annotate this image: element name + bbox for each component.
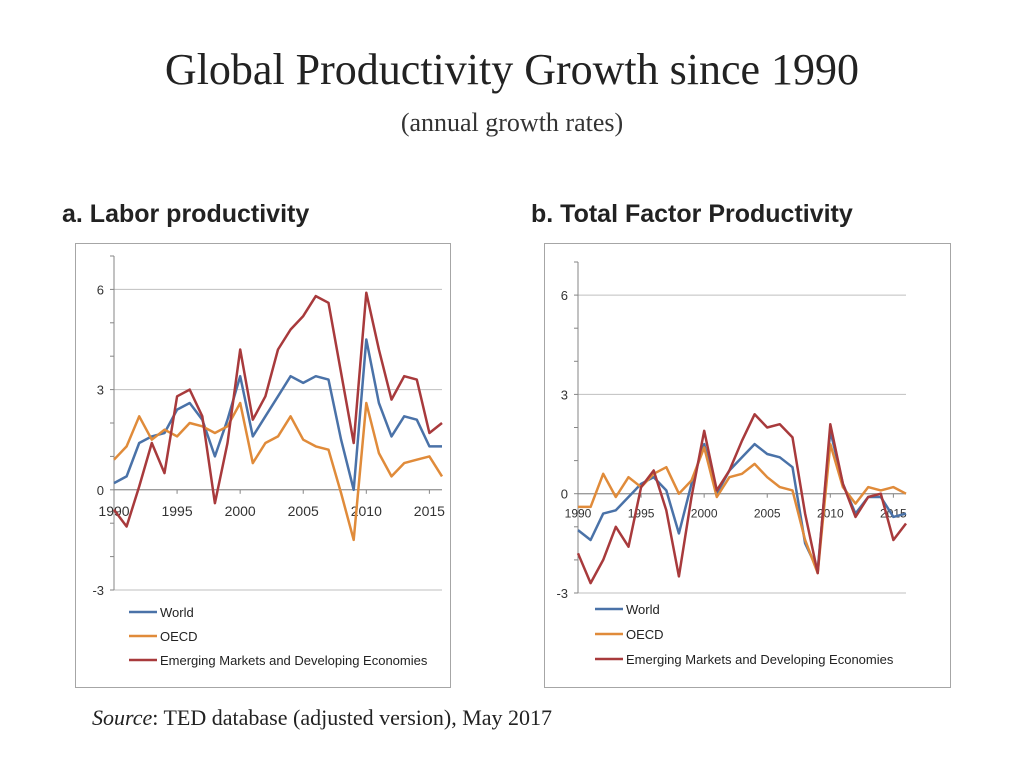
page-subtitle: (annual growth rates) <box>400 108 624 137</box>
x-tick-label: 2010 <box>351 503 382 519</box>
legend-label-oecd: OECD <box>626 627 664 642</box>
page-title: Global Productivity Growth since 1990 <box>164 45 860 94</box>
y-tick-label: 0 <box>97 483 104 498</box>
legend-label-emerging-markets-and-developing-economies: Emerging Markets and Developing Economie… <box>626 652 894 667</box>
panel-b-title: b. Total Factor Productivity <box>531 200 853 228</box>
legend-label-oecd: OECD <box>160 629 198 644</box>
x-tick-label: 2005 <box>288 503 319 519</box>
panel-a-title: a. Labor productivity <box>62 200 310 228</box>
x-tick-label: 1995 <box>628 507 655 521</box>
legend-label-world: World <box>626 602 660 617</box>
series-line-oecd <box>113 401 444 542</box>
tfp-chart: -3 0 3 6 1990 1995 2000 2005 2010 2015 World OECD Em… <box>544 243 951 688</box>
x-tick-label: 2010 <box>817 507 844 521</box>
series-line-emerging-markets-and-developing-economies <box>576 413 907 585</box>
legend-label-world: World <box>160 605 194 620</box>
y-tick-label: 6 <box>561 288 568 303</box>
y-tick-label: -3 <box>556 586 568 601</box>
legend-label-emerging-markets-and-developing-economies: Emerging Markets and Developing Economie… <box>160 653 428 668</box>
y-tick-label: 6 <box>97 282 104 297</box>
x-tick-label: 2000 <box>225 503 256 519</box>
source-note: Source: TED database (adjusted version),… <box>92 705 552 731</box>
x-tick-label: 2005 <box>754 507 781 521</box>
source-text: : TED database (adjusted version), May 2… <box>152 705 553 730</box>
source-label: Source <box>92 705 153 730</box>
x-tick-label: 2015 <box>414 503 445 519</box>
x-tick-label: 1995 <box>161 503 192 519</box>
y-tick-label: 0 <box>561 487 568 502</box>
series-line-world <box>113 338 442 492</box>
y-tick-label: -3 <box>92 583 104 598</box>
series-line-oecd <box>578 442 907 575</box>
y-tick-label: 3 <box>561 387 568 402</box>
series-line-emerging-markets-and-developing-economies <box>113 291 443 528</box>
x-tick-label: 2000 <box>691 507 718 521</box>
x-tick-label: 1990 <box>565 507 592 521</box>
y-tick-label: 3 <box>97 383 104 398</box>
labor-productivity-chart: -3 0 3 6 1990 1995 2000 2005 2010 2015 World OECD Em… <box>75 243 451 688</box>
